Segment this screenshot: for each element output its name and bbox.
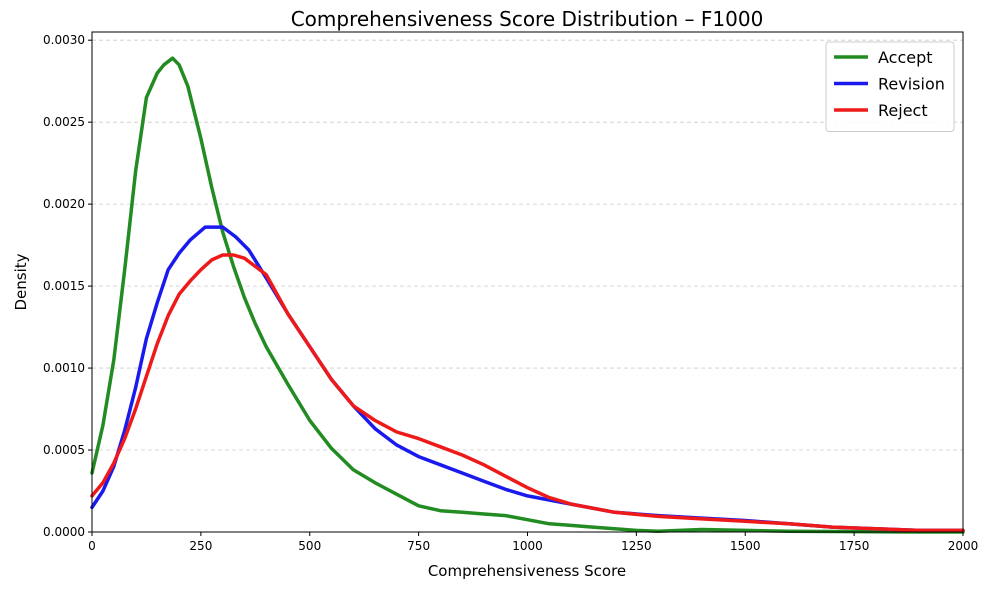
legend-label-accept: Accept — [878, 48, 933, 67]
y-axis-ticks: 0.0000 0.0005 0.0010 0.0015 0.0020 0.0025 0.00… — [43, 33, 92, 539]
legend-label-reject: Reject — [878, 101, 928, 120]
x-tick-label: 500 — [298, 539, 321, 553]
y-axis-title: Density — [12, 253, 30, 310]
chart-title: Comprehensiveness Score Distribution – F… — [291, 7, 764, 31]
series-line-accept — [90, 56, 965, 534]
y-tick-label: 0.0005 — [43, 443, 85, 457]
legend-label-revision: Revision — [878, 75, 945, 94]
x-tick-label: 1500 — [730, 539, 761, 553]
y-tick-label: 0.0030 — [43, 33, 85, 47]
x-tick-label: 1000 — [512, 539, 543, 553]
grid-lines — [92, 39, 963, 451]
x-tick-label: 1250 — [621, 539, 652, 553]
series-line-reject — [90, 253, 965, 533]
x-axis-title: Comprehensiveness Score — [428, 562, 626, 580]
x-tick-label: 2000 — [948, 539, 979, 553]
y-tick-label: 0.0025 — [43, 115, 85, 129]
y-tick-label: 0.0015 — [43, 279, 85, 293]
x-tick-label: 750 — [407, 539, 430, 553]
x-tick-label: 1750 — [839, 539, 870, 553]
x-tick-label: 250 — [189, 539, 212, 553]
series-lines — [90, 56, 965, 534]
y-tick-label: 0.0010 — [43, 361, 85, 375]
legend: Accept Revision Reject — [825, 41, 955, 132]
x-tick-label: 0 — [88, 539, 96, 553]
x-axis-ticks: 0 250 500 750 1000 1250 1500 1750 2000 — [88, 532, 978, 553]
y-tick-label: 0.0000 — [43, 525, 85, 539]
y-tick-label: 0.0020 — [43, 197, 85, 211]
